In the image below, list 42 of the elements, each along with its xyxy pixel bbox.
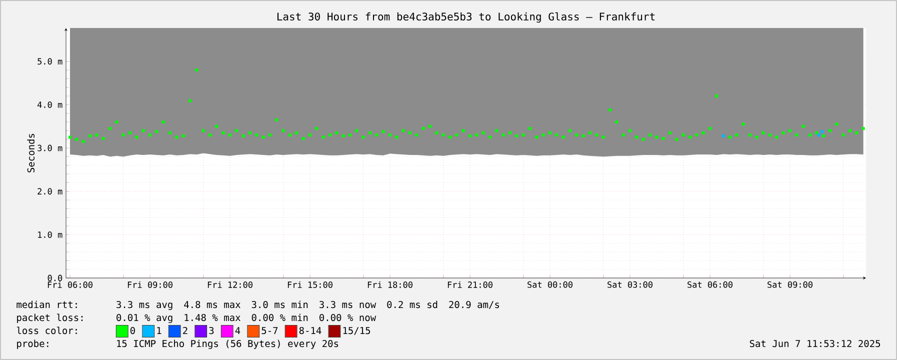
x-tick-label: Sat 03:00 (608, 281, 652, 288)
text: 3.3 ms now (320, 300, 376, 308)
x-tick-label: Sat 09:00 (768, 281, 812, 288)
text: packet loss: (17, 314, 83, 323)
y-axis-title: Seconds (27, 134, 35, 172)
text: median rtt: (16, 300, 77, 308)
text: 3.0 ms min (252, 300, 308, 308)
text: 0.01 % avg (116, 314, 172, 324)
y-tick-label: 3.0 m (38, 144, 62, 152)
y-tick-label: 0.0 (48, 274, 62, 282)
y-tick-label: 4.0 m (37, 101, 62, 108)
text: 0.00 % now (320, 314, 376, 322)
x-tick-label: Sat 00:00 (528, 281, 572, 288)
text: 20.9 am/s (449, 300, 499, 309)
x-tick-label: Fri 21:00 (448, 281, 492, 288)
text: probe: (17, 340, 48, 349)
legend-title: loss color: (16, 326, 77, 334)
text: Sat Jun 7 11:53:12 2025 (750, 340, 880, 348)
legend-label: 15/15 (343, 327, 370, 335)
text: 4.8 ms max (184, 300, 240, 308)
legend-label: 1 (157, 327, 162, 334)
x-tick-label: Fri 09:00 (128, 281, 172, 288)
x-tick-label: Fri 18:00 (368, 281, 412, 288)
y-tick-label: 1.0 m (38, 231, 62, 238)
chart-title: Last 30 Hours from be4c3ab5e5b3 to Looking Glass – Frankfurt (277, 12, 655, 23)
text: 0.2 ms sd (387, 300, 438, 308)
y-tick-label: 5.0 m (38, 58, 62, 65)
legend-label: 4 (235, 327, 240, 334)
text: 0.00 % min (252, 314, 308, 322)
y-tick-label: 2.0 m (38, 188, 62, 195)
text: 1.48 % max (184, 314, 240, 322)
legend-label: 3 (209, 326, 214, 334)
legend-label: 8-14 (299, 326, 322, 334)
text: 3.3 ms avg (116, 300, 172, 310)
x-tick-label: Sat 06:00 (688, 281, 732, 288)
legend-label: 5-7 (262, 327, 278, 334)
x-tick-label: Fri 06:00 (48, 281, 92, 288)
text: 15 ICMP Echo Pings (56 Bytes) every 20s (117, 340, 338, 350)
x-tick-label: Fri 15:00 (288, 281, 332, 288)
x-tick-label: Fri 12:00 (208, 281, 252, 288)
legend-label: 2 (183, 326, 188, 334)
legend-label: 0 (130, 326, 135, 334)
